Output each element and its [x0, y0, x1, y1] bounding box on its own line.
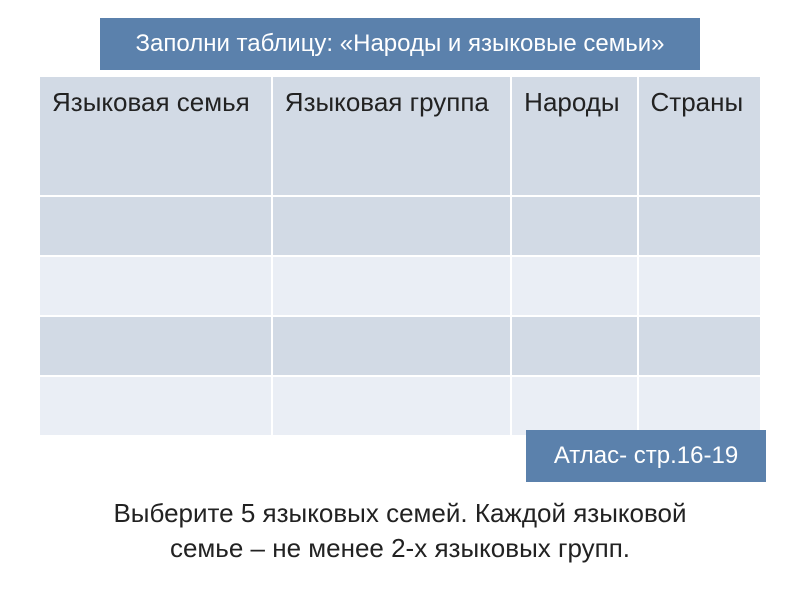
- cell: [638, 376, 761, 436]
- title-banner: Заполни таблицу: «Народы и языковые семь…: [100, 18, 700, 70]
- cell: [39, 316, 272, 376]
- instruction-line: семье – не менее 2-х языковых групп.: [0, 531, 800, 566]
- col-peoples: Народы: [511, 76, 637, 196]
- title-text: Заполни таблицу: «Народы и языковые семь…: [136, 30, 665, 58]
- table-row: [39, 376, 761, 436]
- cell: [272, 316, 511, 376]
- table-row: [39, 256, 761, 316]
- atlas-reference: Атлас- стр.16-19: [526, 430, 766, 482]
- cell: [638, 316, 761, 376]
- cell: [39, 376, 272, 436]
- cell: [638, 256, 761, 316]
- cell: [511, 196, 637, 256]
- instructions: Выберите 5 языковых семей. Каждой языков…: [0, 496, 800, 566]
- cell: [272, 256, 511, 316]
- worksheet-table: Языковая семья Языковая группа Народы Ст…: [38, 75, 762, 437]
- cell: [511, 316, 637, 376]
- col-family: Языковая семья: [39, 76, 272, 196]
- cell: [39, 196, 272, 256]
- table-header-row: Языковая семья Языковая группа Народы Ст…: [39, 76, 761, 196]
- table-row: [39, 316, 761, 376]
- cell: [39, 256, 272, 316]
- cell: [511, 376, 637, 436]
- cell: [638, 196, 761, 256]
- cell: [511, 256, 637, 316]
- atlas-label: Атлас- стр.16-19: [554, 442, 738, 470]
- col-group: Языковая группа: [272, 76, 511, 196]
- col-countries: Страны: [638, 76, 761, 196]
- language-families-table: Языковая семья Языковая группа Народы Ст…: [38, 75, 762, 437]
- table-row: [39, 196, 761, 256]
- cell: [272, 376, 511, 436]
- instruction-line: Выберите 5 языковых семей. Каждой языков…: [0, 496, 800, 531]
- cell: [272, 196, 511, 256]
